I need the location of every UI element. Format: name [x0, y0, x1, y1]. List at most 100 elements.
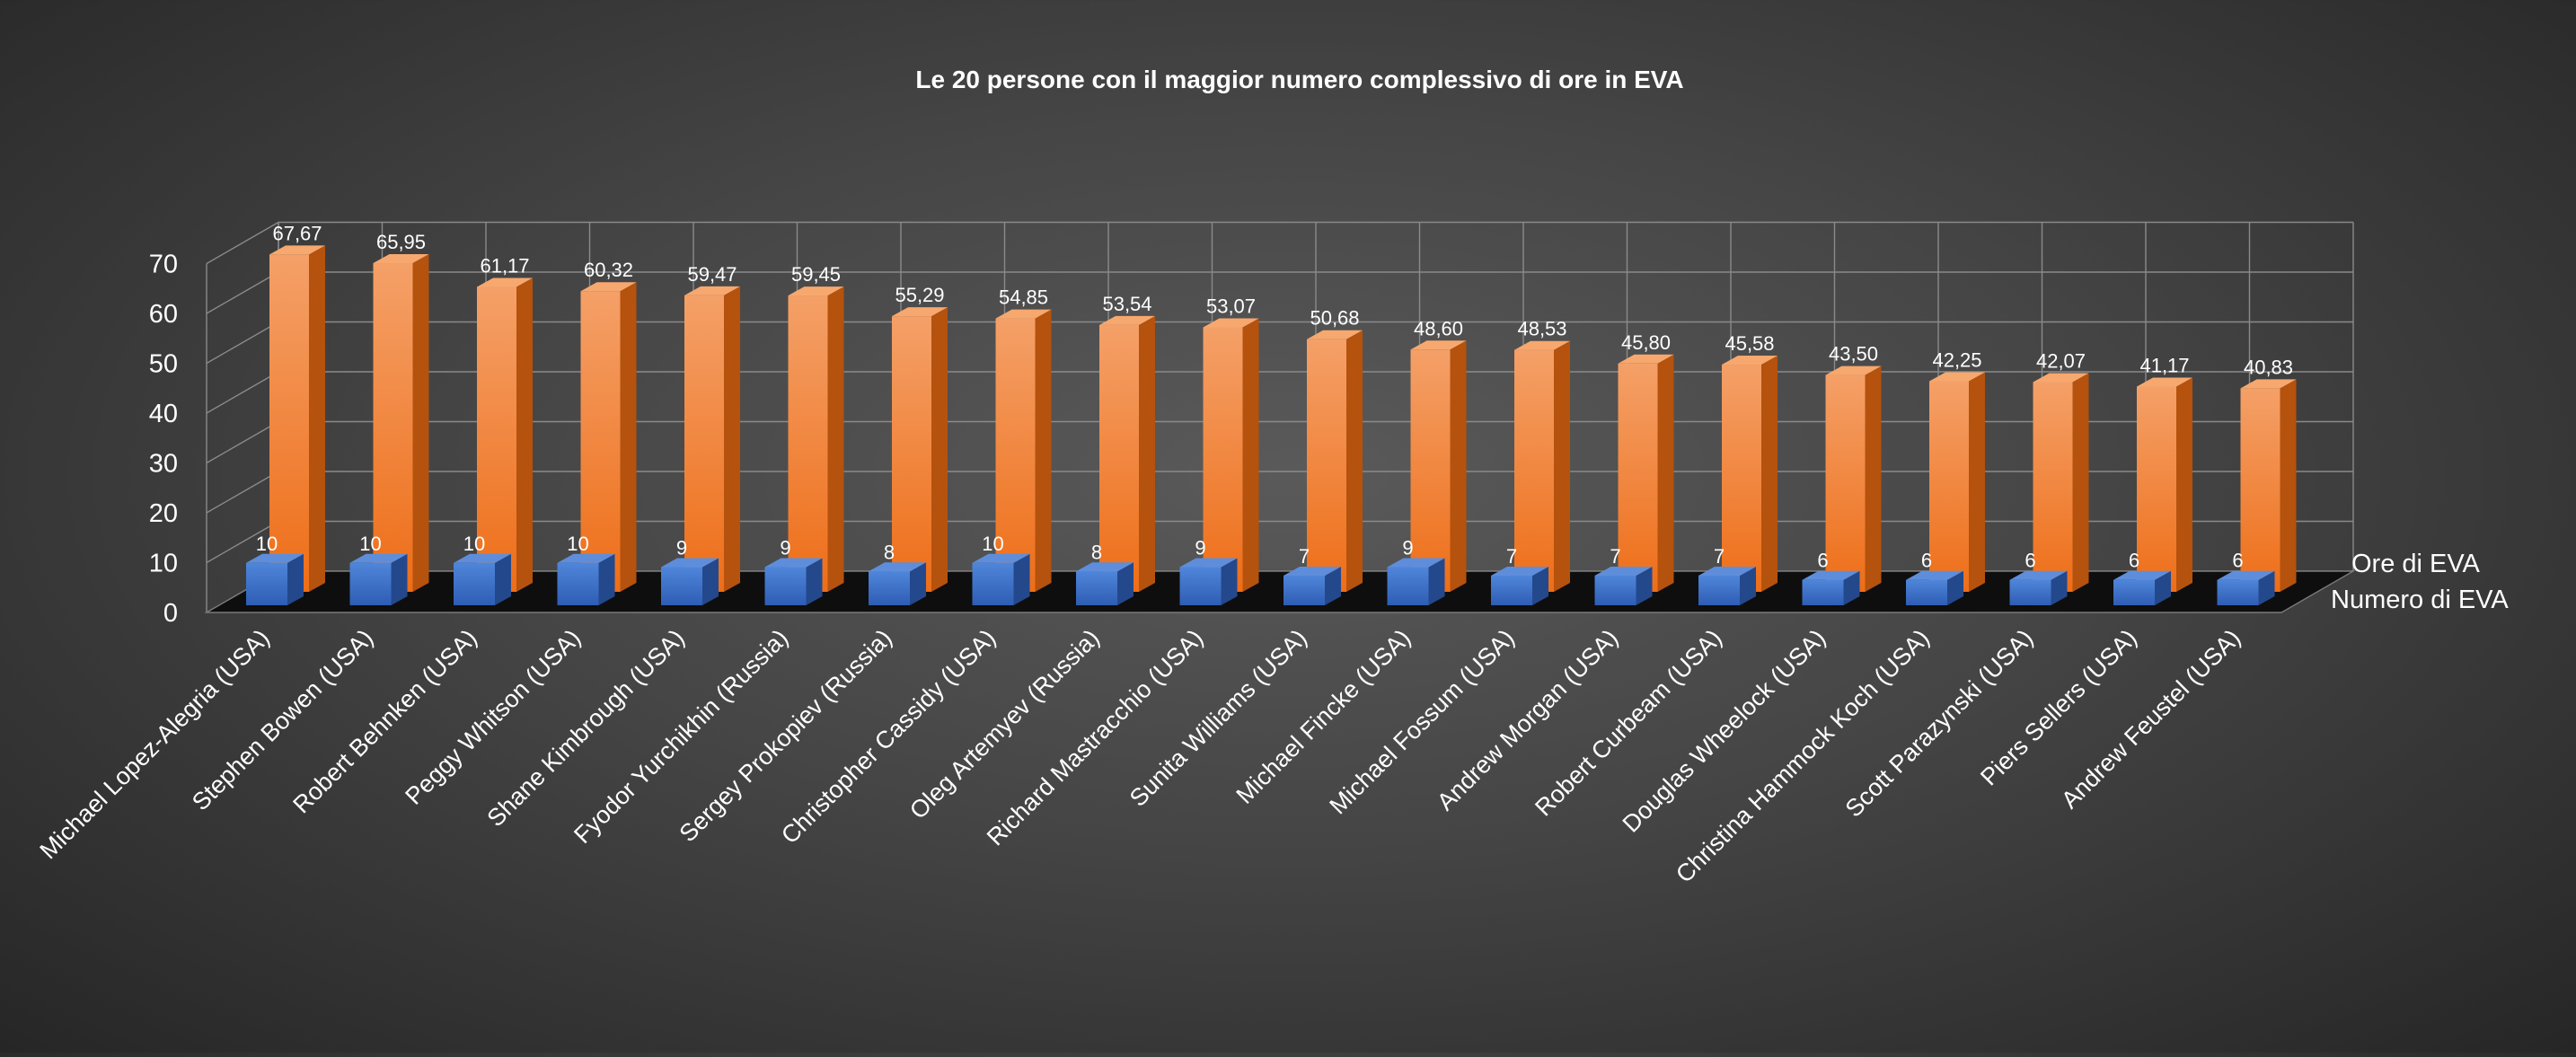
legend-numero-di-eva: Numero di EVA [2331, 586, 2509, 614]
bar-ore-di-eva [892, 307, 948, 592]
bar-front [1203, 327, 1243, 592]
bar-side [1947, 570, 1963, 605]
bar-ore-di-eva [1825, 366, 1882, 592]
bar-ore-di-eva [1722, 356, 1778, 592]
category-label: Scott Parazynski (USA) [1840, 624, 2039, 823]
bar-side [2072, 373, 2089, 592]
data-label-ore: 54,85 [999, 286, 1048, 309]
bar-top [995, 309, 1052, 319]
gridline-side [206, 471, 279, 514]
bar-top [454, 553, 511, 563]
data-label-numero: 8 [1091, 541, 1102, 563]
bar-front [1825, 374, 1866, 592]
bar-side [309, 245, 325, 592]
bar-front [1618, 363, 1658, 592]
category-label: Fyodor Yurchikhin (Russia) [569, 624, 793, 849]
data-label-numero: 10 [463, 533, 485, 555]
bar-front [764, 567, 807, 605]
bar-top [1491, 567, 1548, 576]
data-label-numero: 7 [1506, 545, 1517, 568]
bar-front [1179, 567, 1222, 605]
bar-side [412, 254, 429, 592]
data-label-ore: 61,17 [480, 255, 529, 277]
bar-side [910, 562, 926, 605]
bar-numero-di-eva [2217, 570, 2275, 605]
bar-top [1203, 318, 1259, 328]
bar-side [827, 286, 844, 592]
category-label: Richard Mastracchio (USA) [982, 624, 1209, 851]
data-label-ore: 42,07 [2036, 350, 2086, 373]
bar-top [1076, 562, 1134, 572]
bar-ore-di-eva [373, 254, 429, 592]
bar-top [1307, 330, 1363, 339]
bar-top [246, 553, 304, 563]
bar-side [806, 558, 823, 605]
bar-side [1636, 567, 1653, 605]
bar-top [869, 562, 926, 572]
bar-side [1139, 315, 1155, 592]
category-label: Peggy Whitson (USA) [400, 624, 586, 810]
category-label: Robert Behnken (USA) [287, 624, 481, 818]
category-label: Stephen Bowen (USA) [187, 624, 378, 815]
category-label: Andrew Morgan (USA) [1432, 624, 1623, 815]
bar-side [1969, 372, 1985, 592]
category-label: Sunita Williams (USA) [1125, 624, 1312, 812]
bar-side [2258, 570, 2275, 605]
category-label: Christopher Cassidy (USA) [776, 624, 1001, 849]
bar-side [1325, 567, 1341, 605]
data-label-ore: 43,50 [1829, 343, 1878, 366]
gridline-side [206, 271, 279, 314]
category-label: Sergey Prokopiev (Russia) [675, 624, 897, 847]
y-tick-label: 40 [149, 400, 178, 428]
bar-front [869, 571, 910, 605]
data-label-numero: 7 [1610, 545, 1620, 568]
bar-top [1929, 372, 1985, 382]
bar-ore-di-eva [477, 277, 533, 592]
bar-side [724, 286, 740, 592]
bar-top [1722, 356, 1778, 365]
gridline-side [206, 420, 279, 464]
bar-ore-di-eva [2240, 379, 2297, 592]
data-label-numero: 10 [256, 533, 278, 555]
data-label-numero: 10 [982, 533, 1003, 555]
bar-numero-di-eva [557, 553, 615, 605]
bar-ore-di-eva [788, 286, 844, 592]
data-label-ore: 53,54 [1102, 293, 1151, 315]
data-label-ore: 60,32 [584, 259, 633, 281]
bar-numero-di-eva [764, 558, 823, 605]
y-tick-label: 20 [149, 499, 178, 528]
bar-side [495, 553, 511, 605]
data-label-numero: 9 [676, 537, 687, 559]
bar-ore-di-eva [2137, 377, 2192, 592]
bar-top [1410, 340, 1467, 350]
bar-front [1594, 575, 1636, 605]
bar-front [892, 316, 931, 592]
bar-side [1532, 567, 1548, 605]
bar-front [661, 567, 702, 605]
bar-front [1491, 575, 1532, 605]
data-label-ore: 65,95 [376, 231, 426, 253]
legend-ore-di-eva: Ore di EVA [2351, 550, 2481, 578]
bar-side [1554, 340, 1570, 592]
bar-numero-di-eva [246, 553, 304, 605]
bar-side [1865, 366, 1882, 592]
bar-top [557, 553, 615, 563]
bar-front [684, 295, 724, 592]
data-label-ore: 40,83 [2244, 356, 2293, 378]
category-label: Robert Curbeam (USA) [1530, 624, 1727, 822]
data-label-numero: 6 [2025, 550, 2035, 572]
bar-ore-di-eva [580, 282, 637, 592]
bar-side [1221, 558, 1238, 605]
bar-ore-di-eva [1929, 372, 1985, 592]
category-label: Michael Fincke (USA) [1231, 624, 1416, 809]
bar-top [580, 282, 637, 292]
bar-numero-di-eva [1802, 570, 1860, 605]
data-label-numero: 8 [884, 541, 895, 563]
data-label-ore: 42,25 [1932, 349, 1981, 372]
bar-side [1035, 309, 1052, 592]
bar-front [2113, 579, 2155, 605]
bar-numero-di-eva [1076, 562, 1134, 605]
bar-top [1618, 354, 1674, 364]
bar-numero-di-eva [869, 562, 926, 605]
